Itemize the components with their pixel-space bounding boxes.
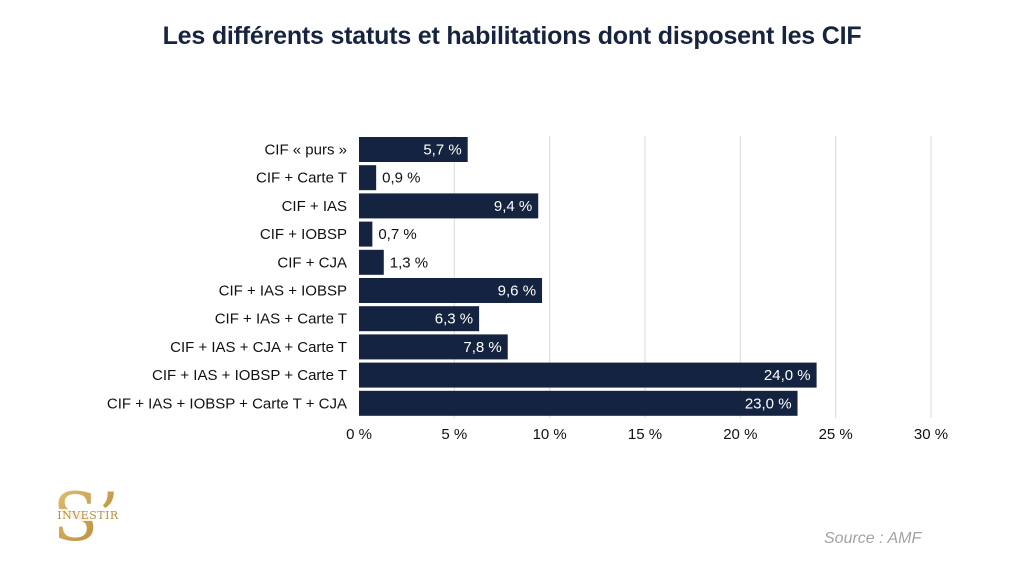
data-label: 0,9 % [382,170,420,187]
sinvestir-logo: S’ INVESTIR [50,479,126,554]
data-label: 5,7 % [423,142,461,159]
data-label: 24,0 % [764,367,811,384]
data-label: 23,0 % [745,395,792,412]
data-label: 6,3 % [435,311,473,328]
logo-word: INVESTIR [57,509,119,522]
data-label: 7,8 % [463,339,501,356]
category-label: CIF + IOBSP [260,226,347,243]
x-tick-label: 0 % [346,426,372,443]
category-labels: CIF « purs » CIF + Carte T CIF + IAS CIF + … [107,142,347,413]
category-label: CIF + IAS + CJA + Carte T [170,339,347,356]
x-tick-label: 30 % [914,426,948,443]
x-tick-label: 5 % [441,426,467,443]
category-label: CIF + Carte T [256,170,347,187]
category-label: CIF + IAS + Carte T [215,311,347,328]
x-tick-label: 10 % [533,426,567,443]
data-label: 9,4 % [494,198,532,215]
bar [359,334,508,360]
data-label: 0,7 % [378,226,416,243]
bar [359,390,798,416]
category-label: CIF + IAS + IOBSP + Carte T [152,367,347,384]
category-label: CIF + IAS + IOBSP [219,283,347,300]
x-tick-label: 20 % [723,426,757,443]
data-label: 9,6 % [498,283,536,300]
bar [359,362,817,388]
category-label: CIF + IAS + IOBSP + Carte T + CJA [107,395,347,412]
source-note: Source : AMF [824,530,922,547]
chart-title: Les différents statuts et habilitations … [162,22,862,50]
category-label: CIF + CJA [277,254,347,271]
bar [359,221,373,247]
gridlines [453,136,932,418]
bar [359,165,377,191]
data-label: 1,3 % [390,254,428,271]
category-label: CIF + IAS [282,198,347,215]
bar [359,249,384,275]
bars: 5,7 %0,9 % 9,4 % 0,7 % 1,3 % 9,6 % 6,3 % 7,8 %… [359,137,817,416]
bar [359,306,480,332]
x-tick-label: 25 % [819,426,853,443]
bar [359,278,543,303]
bar [359,193,539,219]
category-label: CIF « purs » [264,142,347,159]
x-tick-label: 15 % [628,426,662,443]
x-axis-ticks: 0 % 5 % 10 % 15 % 20 % 25 % 30 % [346,426,948,443]
bar [359,137,468,162]
